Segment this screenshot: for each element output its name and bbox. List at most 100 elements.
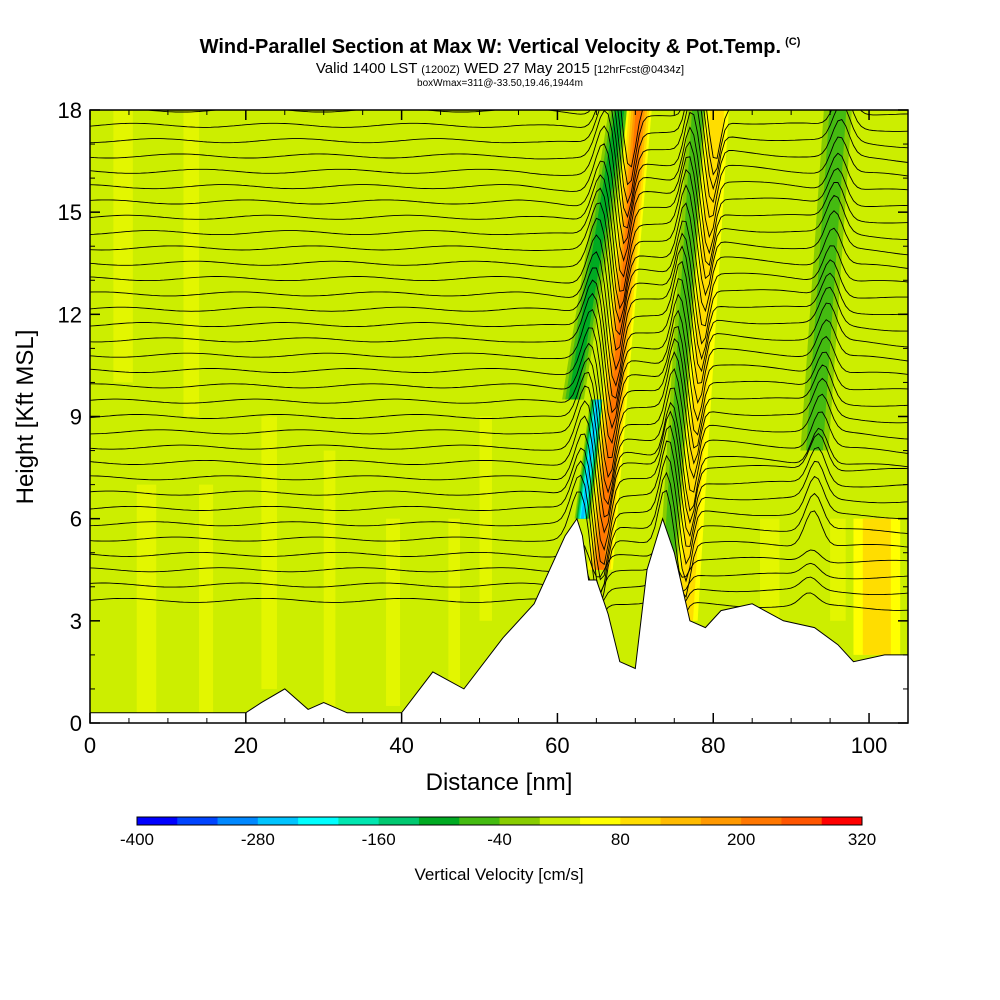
colorbar-tick-label: -400	[120, 830, 154, 849]
velocity-streak	[113, 110, 133, 383]
colorbar-tick-label: 320	[848, 830, 876, 849]
colorbar-swatch	[459, 817, 500, 825]
velocity-streak	[448, 518, 461, 689]
isentrope-line	[90, 338, 908, 459]
title-text: Wind-Parallel Section at Max W: Vertical…	[199, 36, 782, 58]
isentrope-line	[90, 110, 908, 205]
isentrope-line	[90, 385, 908, 506]
isentrope-line	[90, 471, 908, 596]
colorbar-swatch	[660, 817, 702, 825]
isentrope-line	[90, 309, 908, 430]
colorbar-swatch	[539, 817, 581, 825]
isentrope-line	[90, 454, 908, 581]
colorbar-swatch	[580, 817, 621, 825]
isentrope-line	[142, 110, 908, 186]
isentrope-line	[90, 156, 908, 278]
y-tick-label: 9	[70, 405, 82, 430]
x-axis-label: Distance [nm]	[426, 769, 573, 796]
y-tick-label: 3	[70, 609, 82, 634]
colorbar-swatch	[418, 817, 460, 825]
isentrope-line	[90, 567, 908, 613]
box-info: boxWmax=311@-33.50,19.46,1944m	[417, 78, 583, 89]
colorbar-tick-label: 200	[727, 830, 755, 849]
valid-fcst: [12hrFcst@0434z]	[594, 64, 685, 76]
colorbar-swatch	[298, 817, 339, 825]
colorbar-swatch	[741, 817, 782, 825]
valid-time: Valid 1400 LST (1200Z) WED 27 May 2015 […	[0, 60, 1000, 77]
isentrope-line	[90, 168, 908, 292]
plot-area	[90, 110, 908, 723]
velocity-streak	[386, 518, 401, 706]
updraft-band	[678, 110, 725, 621]
isentrope-line	[90, 424, 908, 552]
isentrope-line	[90, 260, 908, 387]
valid-prefix: Valid 1400 LST	[315, 60, 418, 77]
velocity-plumes	[562, 110, 901, 655]
y-axis-label: Height [Kft MSL]	[12, 330, 39, 505]
colorbar-swatch	[499, 817, 541, 825]
updraft-band	[862, 518, 891, 655]
colorbar-tick-label: -160	[362, 830, 396, 849]
isentrope-line	[90, 367, 908, 494]
y-axis: 0 3 6 9 12 15 18	[58, 98, 908, 736]
isentrope-line	[90, 584, 908, 627]
isentrope-line	[90, 440, 908, 566]
isentrope-line	[90, 245, 908, 371]
colorbar-swatch	[137, 817, 178, 825]
isentrope-line	[90, 326, 908, 445]
isentrope-line	[90, 489, 908, 610]
downdraft-band	[568, 110, 625, 400]
colorbar-swatch	[177, 817, 219, 825]
velocity-streak	[136, 484, 157, 723]
x-axis: 0 20 40 60 80 100	[84, 110, 887, 758]
isentrope-line	[90, 202, 908, 324]
isentrope-line	[90, 539, 908, 578]
velocity-streak	[759, 518, 780, 621]
x-tick-label: 40	[389, 733, 413, 758]
y-tick-label: 0	[70, 711, 82, 736]
velocity-streak	[183, 110, 200, 417]
colorbar-swatch	[821, 817, 863, 825]
isentrope-line	[90, 410, 908, 534]
velocity-streak	[199, 484, 214, 723]
colorbar-frame	[136, 816, 863, 826]
x-tick-label: 80	[701, 733, 725, 758]
colorbar-title: Vertical Velocity [cm/s]	[414, 865, 583, 884]
colorbar-swatch	[620, 817, 662, 825]
x-tick-label: 60	[545, 733, 569, 758]
potential-temperature-contours	[90, 110, 908, 627]
isentrope-line	[90, 217, 908, 336]
velocity-streak	[479, 416, 492, 621]
isentrope-line	[90, 400, 908, 518]
colorbar-swatch	[378, 817, 420, 825]
isentrope-line	[90, 184, 908, 310]
colorbar-tick-label: 80	[611, 830, 630, 849]
y-tick-label: 6	[70, 507, 82, 532]
velocity-streak	[830, 518, 846, 621]
isentrope-line	[90, 140, 908, 262]
velocity-streak	[261, 416, 277, 689]
colorbar-swatch	[781, 817, 823, 825]
isentrope-line	[90, 351, 908, 479]
isentrope-line	[90, 110, 908, 219]
valid-zulu: (1200Z)	[421, 64, 460, 76]
isentrope-line	[90, 110, 908, 229]
isentrope-line	[90, 552, 908, 596]
colorbar: -400 -280 -160 -40 80 200 320	[120, 816, 876, 849]
y-tick-label: 18	[58, 98, 82, 123]
colorbar-swatch	[338, 817, 380, 825]
isentrope-line	[90, 277, 908, 399]
colorbar-tick-label: -40	[487, 830, 512, 849]
terrain	[90, 517, 908, 723]
colorbar-tick-label: -280	[241, 830, 275, 849]
isentrope-line	[90, 125, 908, 245]
title-mark: (C)	[785, 36, 801, 49]
isentrope-line	[90, 292, 908, 414]
y-tick-label: 12	[58, 302, 82, 327]
x-tick-label: 20	[234, 733, 258, 758]
x-tick-label: 0	[84, 733, 96, 758]
isentrope-line	[90, 232, 908, 351]
colorbar-swatch	[700, 817, 742, 825]
y-tick-label: 15	[58, 200, 82, 225]
